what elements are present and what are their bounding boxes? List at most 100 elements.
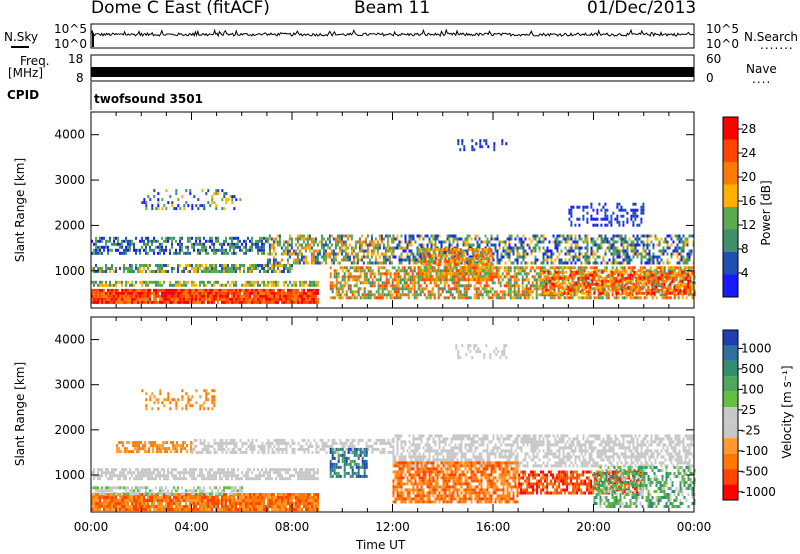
freq-left-tick-low: 8 bbox=[76, 71, 84, 85]
power-colorbar-segment bbox=[723, 207, 738, 230]
power-y-tick-label: 2000 bbox=[54, 218, 85, 232]
freq-unit-label: [MHz] bbox=[8, 66, 44, 80]
velocity-echo-region bbox=[91, 493, 319, 511]
nsky-panel-frame bbox=[90, 23, 695, 49]
power-y-tick-label: 1000 bbox=[54, 264, 85, 278]
power-y-tick-label: 3000 bbox=[54, 173, 85, 187]
power-y-tick-label: 4000 bbox=[54, 128, 85, 142]
velocity-echo-region bbox=[116, 441, 193, 454]
nsky-legend-line bbox=[11, 46, 29, 48]
velocity-echo-region bbox=[141, 389, 216, 411]
time-tick-label: 04:00 bbox=[174, 520, 209, 534]
nave-marker: .... bbox=[752, 72, 772, 86]
velocity-echo-region bbox=[329, 447, 368, 478]
velocity-colorbar-segment bbox=[723, 453, 738, 470]
time-tick-label: 16:00 bbox=[476, 520, 511, 534]
velocity-echo-region bbox=[91, 468, 319, 481]
velocity-heatmap bbox=[91, 344, 696, 511]
velocity-colorbar bbox=[723, 330, 738, 500]
power-echo-region bbox=[91, 280, 319, 287]
power-colorbar-tick-label: 12 bbox=[741, 218, 756, 232]
freq-band bbox=[91, 67, 694, 77]
power-colorbar bbox=[723, 117, 738, 297]
power-echo-region bbox=[91, 236, 267, 255]
freq-left-tick-high: 18 bbox=[68, 52, 84, 66]
cpid-value: twofsound 3501 bbox=[94, 92, 203, 106]
power-colorbar-tick-label: 16 bbox=[741, 194, 756, 208]
velocity-y-tick-label: 2000 bbox=[54, 423, 85, 437]
time-tick-label: 08:00 bbox=[275, 520, 310, 534]
power-echo-region bbox=[141, 189, 242, 211]
velocity-echo-region bbox=[91, 486, 243, 496]
power-echo-region bbox=[392, 234, 695, 265]
power-colorbar-segment bbox=[723, 274, 738, 297]
nave-right-tick-low: 0 bbox=[706, 71, 714, 85]
nave-label: Nave bbox=[746, 62, 777, 76]
power-colorbar-tick-label: 20 bbox=[741, 170, 756, 184]
nsky-label: N.Sky bbox=[4, 30, 39, 44]
power-echo-region bbox=[543, 270, 696, 295]
power-colorbar-segment bbox=[723, 162, 738, 185]
cpid-label: CPID bbox=[7, 88, 40, 102]
velocity-colorbar-segment bbox=[723, 484, 738, 500]
time-tick-label: 20:00 bbox=[576, 520, 611, 534]
velocity-colorbar-tick-label: -500 bbox=[741, 464, 768, 478]
velocity-y-tick-label: 1000 bbox=[54, 468, 85, 482]
beam-title: Beam 11 bbox=[354, 0, 431, 18]
station-title: Dome C East (fitACF) bbox=[91, 0, 270, 18]
power-echo-region bbox=[91, 288, 319, 304]
velocity-colorbar-frame bbox=[722, 329, 739, 501]
velocity-colorbar-tick-label: 500 bbox=[741, 362, 764, 376]
power-echo-region bbox=[568, 202, 645, 227]
velocity-echo-region bbox=[392, 434, 695, 468]
power-colorbar-segment bbox=[723, 139, 738, 162]
nsky-trace bbox=[90, 28, 694, 38]
power-echo-region bbox=[266, 234, 393, 265]
power-colorbar-segment bbox=[723, 229, 738, 252]
power-colorbar-segment bbox=[723, 184, 738, 207]
velocity-colorbar-segment bbox=[723, 438, 738, 454]
time-tick-label: 00:00 bbox=[677, 520, 712, 534]
freq-label: Freq. bbox=[20, 54, 50, 68]
velocity-colorbar-segment bbox=[723, 376, 738, 392]
velocity-colorbar-segment bbox=[723, 391, 738, 408]
power-colorbar-tick-label: 24 bbox=[741, 146, 756, 160]
velocity-colorbar-tick-label: -25 bbox=[741, 423, 761, 437]
power-colorbar-segment bbox=[723, 117, 738, 140]
power-colorbar-tick-label: 4 bbox=[741, 266, 749, 280]
velocity-colorbar-tick-label: 100 bbox=[741, 382, 764, 396]
power-heatmap bbox=[91, 139, 696, 304]
velocity-colorbar-segment bbox=[723, 330, 738, 346]
nsky-right-tick-low: 10^0 bbox=[706, 37, 739, 51]
power-echo-region bbox=[91, 264, 293, 273]
time-axis-label: Time UT bbox=[356, 538, 406, 552]
velocity-colorbar-segment bbox=[723, 469, 738, 485]
power-echo-region bbox=[417, 248, 494, 282]
velocity-colorbar-segment bbox=[723, 422, 738, 439]
nsky-right-tick-high: 10^5 bbox=[706, 22, 739, 36]
power-colorbar-tick-label: 8 bbox=[741, 242, 749, 256]
velocity-colorbar-tick-label: 25 bbox=[741, 403, 756, 417]
power-colorbar-tick-label: 28 bbox=[741, 122, 756, 136]
velocity-colorbar-tick-label: -100 bbox=[741, 444, 768, 458]
nave-right-tick-high: 60 bbox=[706, 52, 722, 66]
nsky-left-tick-low: 10^0 bbox=[54, 37, 87, 51]
power-colorbar-segment bbox=[723, 252, 738, 275]
velocity-colorbar-tick-label: 1000 bbox=[741, 341, 772, 355]
nsearch-label: N.Search bbox=[744, 30, 799, 44]
velocity-y-tick-label: 4000 bbox=[54, 333, 85, 347]
power-echo-region bbox=[457, 139, 508, 152]
date-title: 01/Dec/2013 bbox=[587, 0, 697, 18]
time-tick-label: 00:00 bbox=[74, 520, 109, 534]
velocity-colorbar-tick-label: -1000 bbox=[741, 485, 776, 499]
velocity-echo-region bbox=[455, 344, 508, 360]
velocity-echo-region bbox=[392, 461, 519, 504]
velocity-colorbar-segment bbox=[723, 345, 738, 361]
time-tick-label: 12:00 bbox=[375, 520, 410, 534]
nsky-left-tick-high: 10^5 bbox=[54, 22, 87, 36]
velocity-colorbar-segment bbox=[723, 407, 738, 423]
power-colorbar-frame bbox=[722, 116, 739, 298]
velocity-y-tick-label: 3000 bbox=[54, 378, 85, 392]
nsearch-marker: ....... bbox=[760, 38, 794, 52]
